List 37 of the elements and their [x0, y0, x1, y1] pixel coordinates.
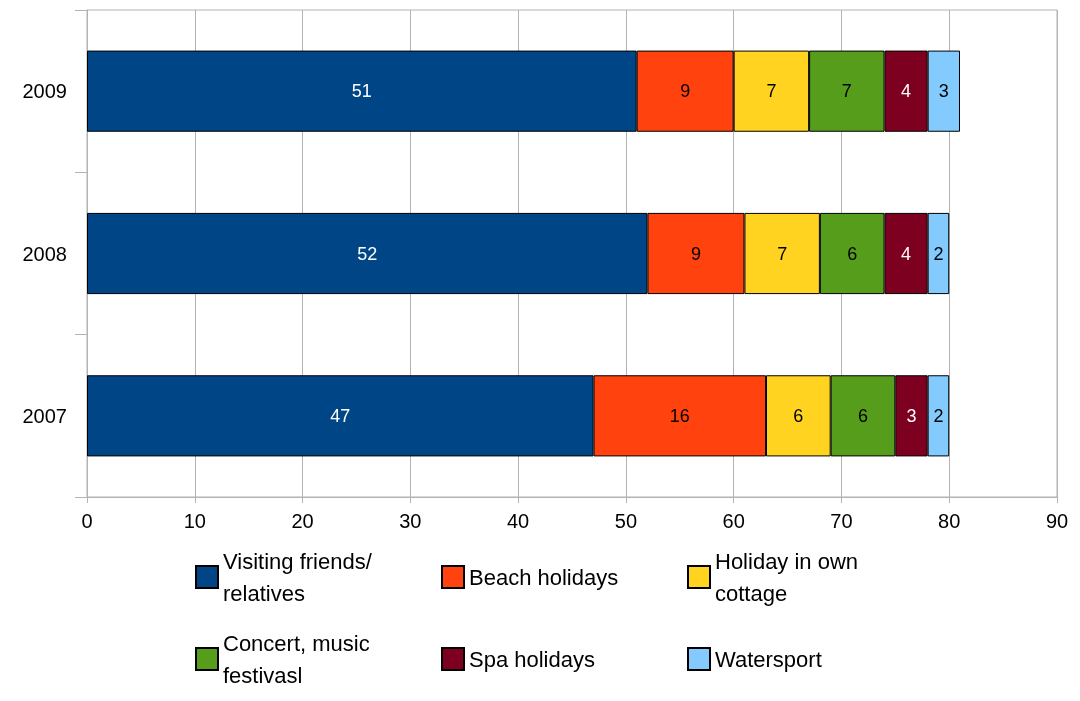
legend-label: Holiday in own cottage	[715, 548, 865, 606]
x-tick-label: 20	[291, 510, 314, 532]
data-label: 3	[938, 81, 949, 102]
legend-label: Concert, music festivasl	[223, 630, 376, 688]
y-tick-label: 2008	[22, 242, 67, 265]
data-label: 4	[901, 243, 912, 264]
x-tick-label: 0	[81, 510, 93, 532]
x-tick-label: 80	[938, 510, 961, 532]
legend-label: Visiting friends/relatives	[223, 548, 373, 606]
x-tick-label: 50	[614, 510, 638, 532]
x-tick-label: 70	[830, 510, 853, 532]
data-label: 7	[766, 81, 777, 102]
data-label: 4	[901, 81, 912, 102]
data-label: 47	[330, 405, 351, 426]
data-label: 2	[933, 243, 944, 264]
x-tick-label: 40	[506, 510, 530, 532]
y-tick-label: 2009	[22, 80, 67, 103]
data-label: 52	[357, 243, 378, 264]
data-label: 9	[680, 81, 691, 102]
legend-label: Spa holidays	[469, 646, 595, 672]
data-label: 2	[933, 405, 944, 426]
data-label: 6	[857, 405, 869, 426]
data-label: 6	[847, 243, 858, 264]
x-tick-label: 10	[183, 510, 206, 532]
x-tick-label: 90	[1045, 510, 1069, 532]
x-tick-label: 30	[399, 510, 422, 532]
data-label: 7	[777, 243, 788, 264]
data-label: 16	[669, 405, 690, 426]
data-label: 9	[690, 243, 701, 264]
data-label: 6	[793, 405, 804, 426]
x-tick-label: 60	[722, 510, 745, 532]
legend-label: Watersport	[715, 646, 822, 672]
legend-label: Beach holidays	[469, 564, 619, 590]
data-label: 7	[841, 81, 852, 102]
data-label: 3	[906, 405, 917, 426]
y-tick-label: 2007	[22, 404, 67, 427]
data-label: 51	[351, 81, 372, 102]
